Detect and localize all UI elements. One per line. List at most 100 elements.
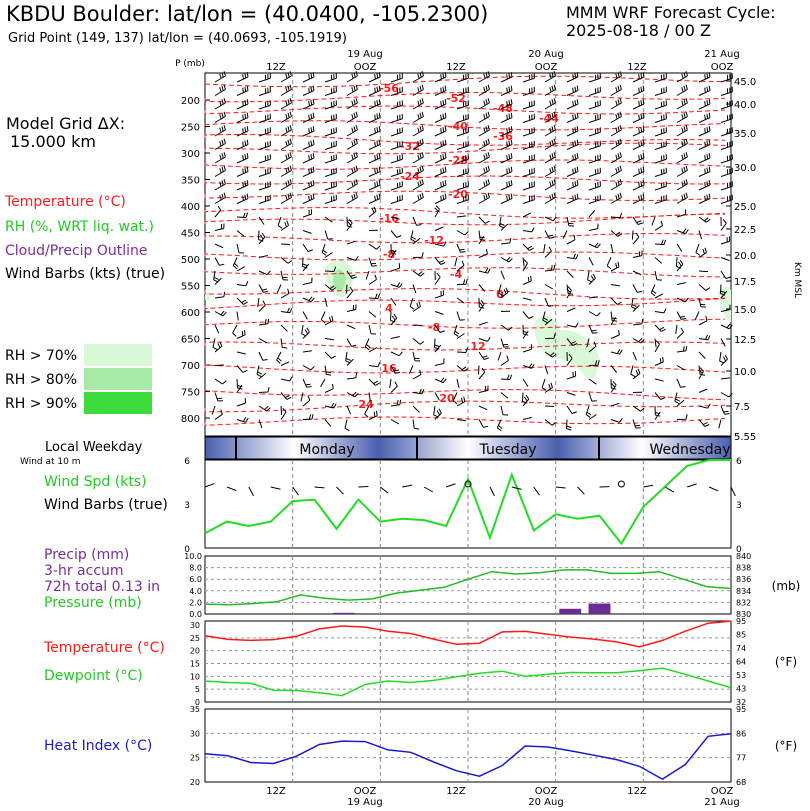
wind-barb [698,315,708,326]
wind-barb [454,257,458,267]
wind-barb [676,365,686,371]
wind-barb [346,270,357,279]
wind-barb [544,216,557,222]
wind-barb [236,85,249,96]
wind-barb [324,154,337,164]
wind-barb [368,166,381,177]
wind-barb [720,181,733,191]
wind-barb [214,165,226,177]
wind-barb [214,179,226,191]
wind-barb [456,260,465,272]
wind-barb [720,323,733,330]
wind-barb [302,230,312,234]
wind-barb [258,270,271,276]
wind-barb [236,297,248,305]
wind-barb [676,297,689,303]
wind-barb [324,113,337,123]
wind-barb [434,392,440,401]
wind-barb [412,71,424,83]
wind-barb [236,230,245,237]
wind-barb [276,284,282,293]
wind-barb [408,365,414,374]
wind-barb [698,270,709,273]
surface-wind-barb [533,486,540,496]
wind-barb [236,329,246,339]
precip-ytick-label: 6.0 [189,575,202,584]
wind-barb [214,138,226,150]
wind-barb [280,270,289,281]
wind-barb [720,127,733,137]
temp-f-ytick-label: 74 [736,644,746,653]
wind-barb [654,257,663,264]
wind-barb [412,152,424,164]
pressure-tick-label: 300 [181,149,200,160]
wind-barb [500,374,513,380]
wind-barb [280,152,292,164]
pressure-tick-label: 200 [181,96,200,107]
wind-barb [456,73,469,83]
wind-barb [368,410,378,420]
height-tick-label: 25.0 [734,202,756,213]
height-tick-label: 22.5 [734,225,756,236]
top-time-label: 12Z [446,62,466,73]
wind-barb [632,72,645,83]
wind-barb [368,180,381,191]
wind-barb [566,405,577,414]
wind-barb [456,297,465,304]
wind-barb [654,220,663,231]
wind-barb [632,85,645,96]
wind-barb [258,372,267,380]
wind-barb [368,347,378,353]
wind-barb [280,361,290,366]
wind-barb [698,334,711,341]
top-time-label: 19 Aug [347,49,382,60]
height-tick-label: 10.0 [734,367,756,378]
wind-barb [522,167,535,177]
pressure-ytick-label: 832 [736,598,751,607]
model-grid-value: 15.000 km [10,132,96,151]
wind-barb [695,243,701,256]
wind-barb [698,284,711,291]
wind-barb [346,179,358,191]
pressure-tick-label: 550 [181,282,200,293]
wind-barb [346,71,358,83]
wind-barb [412,405,420,413]
precip-ytick-label: 8.0 [189,564,202,573]
surface-wind-barb [423,486,434,493]
wind-barb [566,166,579,177]
pressure-ytick-label: 834 [736,587,751,596]
wind-barb [500,99,513,110]
surface-wind-barb [577,486,585,495]
wind-barb [632,166,645,177]
wind-barb [412,237,421,245]
wind-barb [214,205,222,218]
wind-barb [698,403,711,409]
bottom-time-label: OOZ [535,786,558,797]
wind-barb [720,257,730,262]
wind-barb [324,86,337,96]
wind-barb [302,72,315,83]
wind-barb [544,71,556,83]
wind-barb [276,351,282,364]
wind-barb [610,261,620,272]
wind-ytick-label-right: 6 [736,457,742,467]
wind-barb [368,85,381,96]
wind-barb [258,318,270,326]
wind-barb [456,113,469,123]
wind-barb [698,419,710,427]
wind-barb [456,140,469,150]
wind-barb [236,281,249,287]
wind-barb [500,85,513,96]
wind-barb [586,338,590,348]
isotherm-line [204,364,726,374]
wind-barb [585,405,592,418]
wind-barb [236,180,249,191]
wind-barb [606,257,612,270]
wind-barb [368,112,381,123]
wind-barb [390,86,403,96]
wind-barb [346,192,358,204]
top-time-label: OOZ [535,62,558,73]
wind-barb [302,112,315,123]
wind-barb [324,230,333,240]
wind-barb [390,73,403,83]
